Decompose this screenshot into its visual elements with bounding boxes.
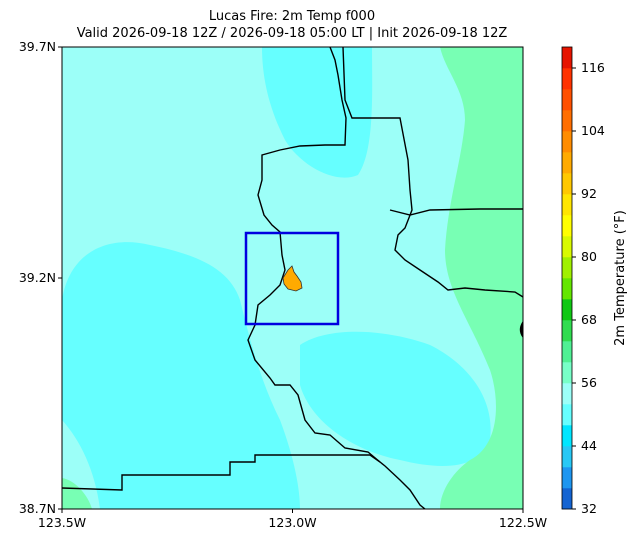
cold-region xyxy=(62,242,300,509)
colorbar-band xyxy=(562,341,572,363)
y-tick-label: 39.7N xyxy=(19,39,56,54)
cold-region xyxy=(300,331,491,466)
colorbar-tick-label: 116 xyxy=(581,60,605,75)
x-tick-label: 122.5W xyxy=(499,515,547,530)
y-tick-label: 39.2N xyxy=(19,270,56,285)
colorbar-label: 2m Temperature (°F) xyxy=(613,210,628,346)
colorbar-tick-label: 104 xyxy=(581,123,605,138)
colorbar-band xyxy=(562,278,572,300)
colorbar-band xyxy=(562,152,572,174)
colorbar-band xyxy=(562,110,572,132)
colorbar-tick-label: 68 xyxy=(581,312,597,327)
colorbar-frame xyxy=(561,46,573,510)
colorbar-band xyxy=(562,467,572,489)
colorbar-band xyxy=(562,488,572,510)
colorbar-band xyxy=(562,68,572,90)
colorbar-tick-label: 92 xyxy=(581,186,597,201)
colorbar-band xyxy=(562,383,572,405)
warm-region xyxy=(440,47,523,509)
colorbar-band xyxy=(562,194,572,216)
colorbar-band xyxy=(562,257,572,279)
colorbar-band xyxy=(562,320,572,342)
colorbar-band xyxy=(562,299,572,321)
colorbar-tick-label: 56 xyxy=(581,375,597,390)
colorbar-band xyxy=(562,89,572,111)
colorbar-band xyxy=(562,404,572,426)
title-line-2: Valid 2026-09-18 12Z / 2026-09-18 05:00 … xyxy=(77,26,508,41)
map-field xyxy=(62,47,523,509)
y-tick-label: 38.7N xyxy=(19,501,56,516)
colorbar-band xyxy=(562,236,572,258)
colorbar: 32 44 56 68 80 92 104 116 xyxy=(561,46,605,516)
colorbar-band xyxy=(562,47,572,69)
fire-perimeter xyxy=(282,265,303,292)
colorbar-band xyxy=(562,362,572,384)
county-lines xyxy=(62,47,523,509)
warm-region xyxy=(62,478,92,509)
colorbar-tick-label: 80 xyxy=(581,249,597,264)
colorbar-band xyxy=(562,446,572,468)
colorbar-tick-label: 44 xyxy=(581,438,597,453)
colorbar-tick-label: 32 xyxy=(581,501,597,516)
colorbar-band xyxy=(562,215,572,237)
colorbar-band xyxy=(562,131,572,153)
title-line-1: Lucas Fire: 2m Temp f000 xyxy=(209,9,375,24)
colorbar-band xyxy=(562,425,572,447)
x-tick-label: 123.5W xyxy=(38,515,86,530)
x-tick-label: 123.0W xyxy=(268,515,316,530)
focus-box xyxy=(244,231,340,326)
colorbar-band xyxy=(562,173,572,195)
